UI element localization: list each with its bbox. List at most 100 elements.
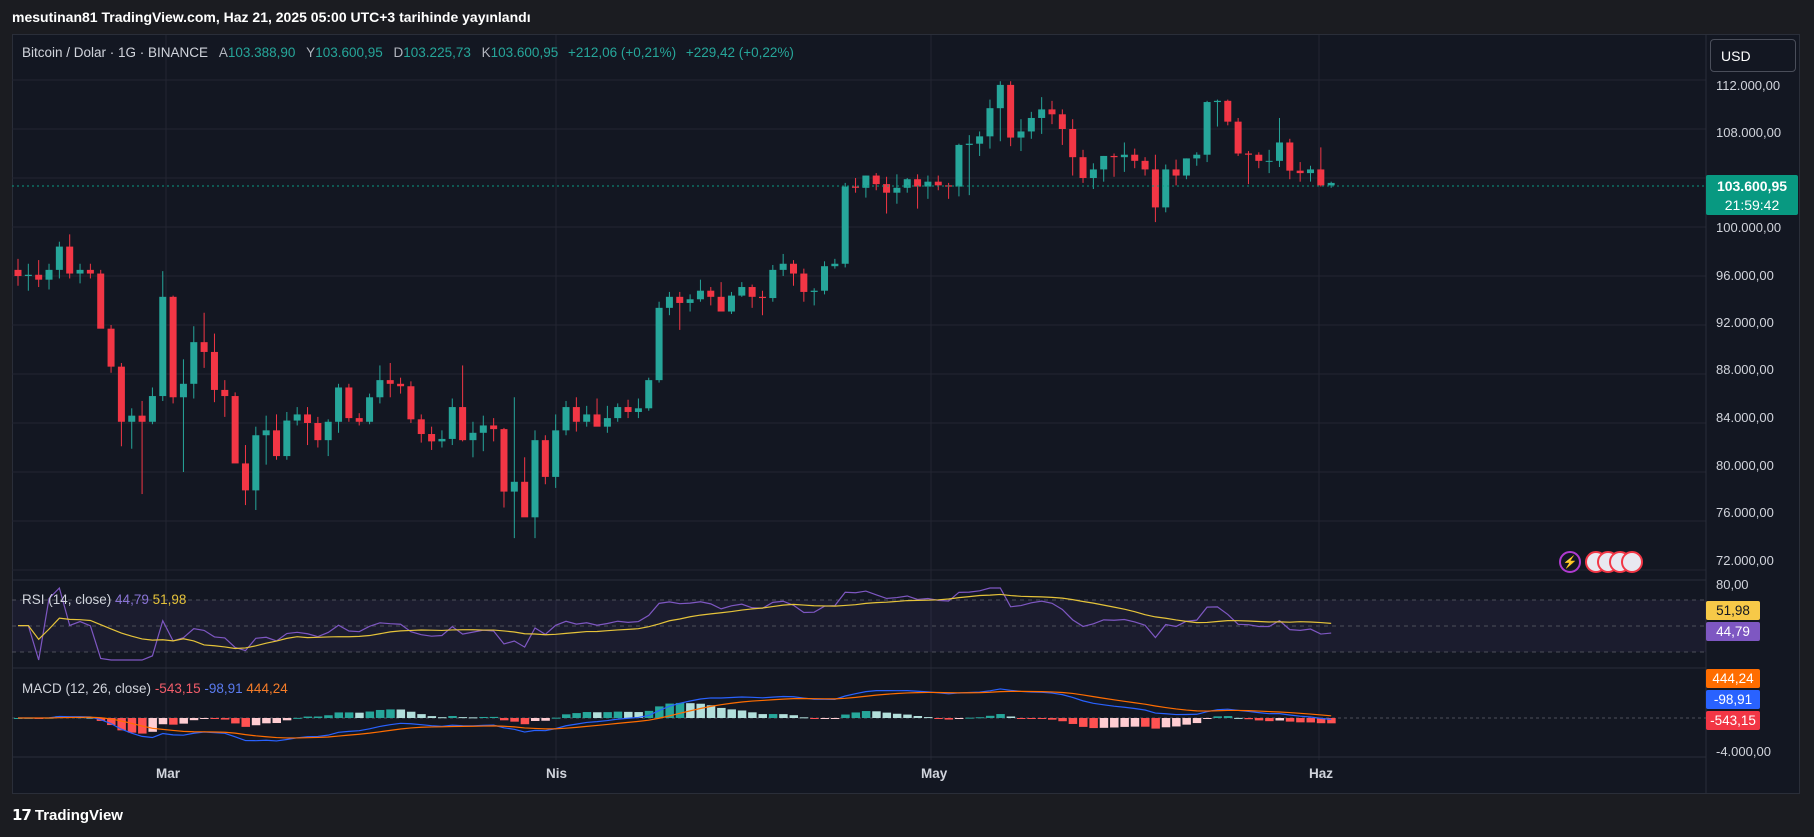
candle-body: [1182, 158, 1190, 176]
candle-body: [1100, 155, 1108, 170]
macd-histogram-bar: [293, 717, 302, 719]
candle-body: [335, 387, 343, 422]
candle-body: [727, 295, 735, 312]
symbol-legend[interactable]: Bitcoin / Dolar · 1G · BINANCE A103.388,…: [22, 45, 794, 60]
macd-histogram-bar: [303, 716, 313, 718]
price-axis-label: 92.000,00: [1716, 315, 1774, 330]
macd-histogram-bar: [231, 718, 240, 724]
candle-body: [324, 421, 332, 441]
macd-histogram-bar: [1079, 718, 1088, 727]
candle-body: [955, 144, 963, 187]
lightning-icon[interactable]: ⚡: [1559, 551, 1581, 573]
macd-histogram-bar: [1234, 717, 1243, 719]
chart-panel[interactable]: [12, 34, 1800, 794]
price-axis-label: 76.000,00: [1716, 505, 1774, 520]
tradingview-logo[interactable]: 𝟭𝟳 TradingView: [12, 806, 123, 824]
candle-body: [1089, 169, 1097, 178]
macd-histogram-bar: [903, 714, 912, 718]
rsi-legend[interactable]: RSI (14, close) 44,79 51,98: [22, 592, 186, 607]
macd-histogram-bar: [499, 718, 509, 721]
high-value: 103.600,95: [315, 45, 383, 60]
candle-body: [200, 342, 208, 352]
macd-histogram-bar: [1203, 718, 1212, 719]
candle-body: [459, 407, 467, 441]
price-axis-label: 96.000,00: [1716, 268, 1774, 283]
macd-histogram-bar: [1027, 718, 1036, 719]
macd-histogram-bar: [117, 718, 126, 731]
candle-body: [469, 432, 477, 441]
rsi-title[interactable]: RSI (14, close): [22, 592, 112, 607]
macd-histogram-bar: [1048, 718, 1057, 720]
macd-histogram-bar: [365, 711, 375, 718]
candle-body: [800, 273, 808, 292]
macd-pane: [12, 688, 1706, 742]
macd-histogram-bar: [427, 716, 437, 718]
macd-histogram-bar: [613, 711, 623, 718]
macd-histogram-bar: [727, 709, 736, 718]
macd-histogram-bar: [282, 718, 292, 721]
macd-histogram-bar: [520, 718, 530, 725]
macd-histogram-bar: [1223, 716, 1233, 718]
macd-histogram-bar: [582, 712, 592, 718]
candle-body: [117, 366, 125, 422]
macd-histogram-bar: [830, 718, 840, 719]
macd-histogram-bar: [624, 711, 633, 718]
candle-body: [893, 187, 901, 193]
price-axis-label: 100.000,00: [1716, 220, 1782, 235]
candle-body: [676, 296, 684, 303]
macd-histogram-bar: [1141, 718, 1150, 727]
rsi-axis-label: 80,00: [1716, 577, 1749, 592]
macd-histogram-bar: [1068, 718, 1078, 724]
macd-histogram-bar: [841, 714, 850, 718]
currency-button[interactable]: USD: [1710, 39, 1796, 72]
candle-body: [1038, 109, 1046, 118]
price-axis-label: 88.000,00: [1716, 362, 1774, 377]
macd-histogram-bar: [468, 717, 478, 719]
macd-histogram-bar: [965, 717, 974, 719]
macd-histogram-bar: [944, 718, 954, 720]
candle-body: [490, 425, 498, 430]
open-label: A: [218, 45, 228, 60]
candle-body: [1172, 169, 1180, 176]
candle-body: [1234, 121, 1242, 154]
candle-body: [924, 181, 932, 187]
macd-histogram-bar: [644, 710, 654, 718]
last-price-tag[interactable]: 103.600,95 21:59:42: [1706, 175, 1798, 215]
us-flag-event-icon[interactable]: [1621, 551, 1643, 573]
change-value-2: +229,42 (+0,22%): [685, 45, 794, 60]
macd-histogram-bar: [86, 717, 95, 719]
candle-body: [645, 380, 653, 409]
macd-histogram-bar: [169, 718, 178, 725]
macd-histogram-bar: [861, 711, 871, 718]
symbol-title[interactable]: Bitcoin / Dolar · 1G · BINANCE: [22, 45, 209, 60]
macd-line-value: -98,91: [204, 681, 243, 696]
candle-body: [1307, 169, 1314, 174]
macd-title[interactable]: MACD (12, 26, close): [22, 681, 152, 696]
macd-legend[interactable]: MACD (12, 26, close) -543,15 -98,91 444,…: [22, 681, 288, 696]
macd-histogram-bar: [696, 703, 705, 718]
candle-body: [862, 175, 870, 188]
candle-body: [707, 290, 715, 297]
candle-body: [1151, 169, 1159, 208]
macd-histogram-bar: [262, 718, 271, 724]
candle-body: [397, 383, 405, 387]
candle-body: [148, 396, 156, 422]
candle-body: [159, 296, 167, 397]
macd-histogram-bar: [810, 718, 819, 719]
candle-body: [1244, 153, 1252, 155]
macd-histogram-bar: [489, 716, 499, 718]
macd-histogram-bar: [675, 702, 685, 718]
candle-body: [35, 274, 43, 280]
candle-body: [531, 440, 539, 518]
macd-axis-label: -4.000,00: [1716, 744, 1771, 759]
macd-histogram-bar: [882, 712, 892, 718]
macd-histogram-bar: [758, 714, 767, 718]
price-axis-label: 108.000,00: [1716, 125, 1782, 140]
macd-histogram-bar: [572, 713, 581, 718]
macd-histogram-bar: [779, 714, 788, 718]
macd-histogram-bar: [1306, 718, 1315, 723]
macd-histogram-bar: [934, 718, 943, 719]
tv-logo-icon: 𝟭𝟳: [12, 807, 32, 824]
macd-histogram-bar: [375, 709, 385, 718]
